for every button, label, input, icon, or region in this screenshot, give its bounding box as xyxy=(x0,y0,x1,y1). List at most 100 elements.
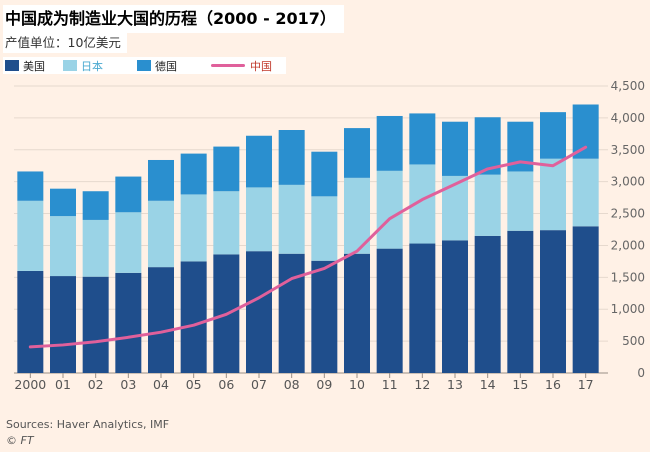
x-tick-label: 10 xyxy=(349,377,365,392)
legend-item-china: 中国 xyxy=(211,57,272,74)
bar-us-11 xyxy=(376,248,403,373)
bar-us-01 xyxy=(50,276,76,373)
bar-us-12 xyxy=(409,243,436,373)
bar-germany-05 xyxy=(180,153,207,195)
bar-layer xyxy=(17,104,599,373)
legend-label-germany: 德国 xyxy=(155,59,177,73)
bar-japan-11 xyxy=(376,170,403,249)
bar-us-2000 xyxy=(17,270,44,373)
bar-us-02 xyxy=(82,276,109,373)
legend-item-japan: 日本 xyxy=(63,57,103,74)
bar-japan-08 xyxy=(278,184,305,254)
bar-germany-14 xyxy=(474,117,501,175)
bar-japan-03 xyxy=(115,212,142,273)
bar-germany-11 xyxy=(376,115,403,171)
bar-japan-14 xyxy=(474,174,501,236)
y-tick-label: 0 xyxy=(637,366,645,380)
x-tick-label: 03 xyxy=(120,377,136,392)
bar-japan-01 xyxy=(50,216,76,277)
x-tick-label: 06 xyxy=(218,377,234,392)
y-tick-label: 4,000 xyxy=(611,111,645,125)
x-tick-label: 02 xyxy=(88,377,104,392)
x-tick-label: 07 xyxy=(251,377,267,392)
chart-title: 中国成为制造业大国的历程（2000 - 2017） xyxy=(3,5,344,33)
bar-japan-07 xyxy=(246,187,272,252)
x-tick-layer: 2000 01 02 03 04 05 06 07 08 09 10 11 12 13 14 15 16 17 xyxy=(14,373,594,392)
legend-item-us: 美国 xyxy=(5,57,45,74)
x-tick-label: 12 xyxy=(414,377,430,392)
ft-credit: © FT xyxy=(6,434,34,447)
x-tick-label: 08 xyxy=(284,377,300,392)
y-tick-label: 3,500 xyxy=(611,143,645,157)
legend-label-china: 中国 xyxy=(250,59,272,73)
legend-swatch-japan xyxy=(63,60,77,71)
legend-item-germany: 德国 xyxy=(137,57,177,74)
x-tick-label: 01 xyxy=(55,377,71,392)
bar-us-14 xyxy=(474,235,501,373)
bar-japan-2000 xyxy=(17,200,44,271)
legend-swatch-china xyxy=(211,64,245,67)
bar-us-17 xyxy=(572,226,599,373)
bar-germany-10 xyxy=(344,128,370,178)
legend-swatch-us xyxy=(5,60,19,71)
y-tick-label: 3,000 xyxy=(611,175,645,189)
bar-us-05 xyxy=(180,261,207,373)
bar-us-03 xyxy=(115,272,142,373)
y-tick-label: 2,000 xyxy=(611,238,645,252)
bar-japan-15 xyxy=(507,171,534,231)
y-tick-label: 2,500 xyxy=(611,207,645,221)
x-tick-label: 17 xyxy=(578,377,594,392)
x-tick-label: 04 xyxy=(153,377,169,392)
legend-swatch-germany xyxy=(137,60,151,71)
bar-us-13 xyxy=(442,240,468,373)
y-tick-label: 1,500 xyxy=(611,270,645,284)
bar-germany-01 xyxy=(50,188,76,217)
bar-us-15 xyxy=(507,230,534,373)
x-tick-label: 16 xyxy=(545,377,561,392)
x-tick-label: 15 xyxy=(512,377,528,392)
x-tick-label: 14 xyxy=(480,377,496,392)
bar-germany-09 xyxy=(311,151,338,197)
bar-germany-12 xyxy=(409,113,436,165)
bar-germany-13 xyxy=(442,121,468,176)
bar-us-09 xyxy=(311,260,338,373)
bar-japan-17 xyxy=(572,158,599,227)
bar-us-16 xyxy=(540,230,566,373)
bar-germany-07 xyxy=(246,135,272,188)
x-tick-label: 13 xyxy=(447,377,463,392)
bar-germany-06 xyxy=(213,146,240,192)
bar-germany-04 xyxy=(148,159,174,201)
y-tick-label: 1,000 xyxy=(611,302,645,316)
bar-japan-04 xyxy=(148,200,174,268)
legend: 美国 日本 德国 中国 xyxy=(3,57,286,74)
chart-subtitle: 产值单位：10亿美元 xyxy=(3,33,127,53)
x-tick-label: 05 xyxy=(186,377,202,392)
legend-label-japan: 日本 xyxy=(81,59,103,73)
bar-japan-06 xyxy=(213,191,240,255)
bar-germany-2000 xyxy=(17,171,44,201)
bar-germany-03 xyxy=(115,176,142,213)
y-tick-label: 500 xyxy=(622,334,645,348)
line-china xyxy=(28,145,588,349)
y-tick-layer: 0 500 1,000 1,500 2,000 2,500 3,000 3,500 4,000 4… xyxy=(611,79,645,380)
bar-germany-02 xyxy=(82,191,109,220)
bar-germany-16 xyxy=(540,112,566,159)
bar-germany-08 xyxy=(278,130,305,185)
bar-us-08 xyxy=(278,253,305,373)
x-tick-label: 2000 xyxy=(14,377,46,392)
legend-label-us: 美国 xyxy=(23,59,45,73)
bar-japan-09 xyxy=(311,196,338,261)
x-tick-label: 11 xyxy=(382,377,398,392)
x-tick-label: 09 xyxy=(316,377,332,392)
line-layer xyxy=(28,145,588,349)
bar-us-04 xyxy=(148,267,174,373)
bar-us-10 xyxy=(344,253,370,373)
bar-germany-17 xyxy=(572,104,599,159)
bar-japan-05 xyxy=(180,194,207,262)
y-tick-label: 4,500 xyxy=(611,79,645,93)
bar-japan-02 xyxy=(82,219,109,277)
source-note: Sources: Haver Analytics, IMF xyxy=(6,418,170,431)
bar-japan-16 xyxy=(540,158,566,231)
bar-us-07 xyxy=(246,251,272,373)
